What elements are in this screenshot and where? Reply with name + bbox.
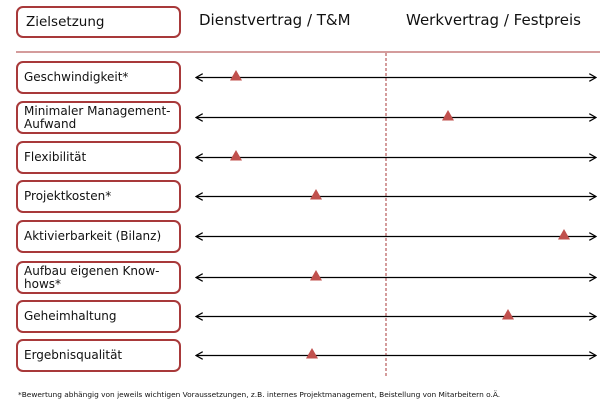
- rating-marker: [442, 110, 454, 121]
- goal-box: Aufbau eigenen Know-hows*: [16, 261, 181, 294]
- goal-header-box: Zielsetzung: [16, 6, 181, 38]
- goal-box: Ergebnisqualität: [16, 339, 181, 372]
- goal-label: Geschwindigkeit*: [24, 70, 129, 84]
- rating-marker: [230, 150, 242, 161]
- rating-marker: [306, 348, 318, 359]
- goal-box: Aktivierbarkeit (Bilanz): [16, 220, 181, 253]
- footnote: *Bewertung abhängig von jeweils wichtige…: [18, 390, 501, 399]
- rating-marker: [310, 270, 322, 281]
- left-column-title: Dienstvertrag / T&M: [199, 11, 351, 29]
- goal-label: Projektkosten*: [24, 189, 112, 203]
- right-column-title: Werkvertrag / Festpreis: [406, 11, 581, 29]
- goal-box: Projektkosten*: [16, 180, 181, 213]
- goal-label: Aktivierbarkeit (Bilanz): [24, 229, 162, 243]
- rating-marker: [558, 229, 570, 240]
- goal-box: Flexibilität: [16, 141, 181, 174]
- goal-box: Geschwindigkeit*: [16, 61, 181, 94]
- goal-label: Flexibilität: [24, 150, 87, 164]
- goal-label: Aufbau eigenen Know-hows*: [24, 263, 160, 291]
- goal-header-label: Zielsetzung: [26, 13, 105, 30]
- goal-label: Ergebnisqualität: [24, 348, 123, 362]
- goal-box: Minimaler Management-Aufwand: [16, 101, 181, 134]
- goal-label: Geheimhaltung: [24, 309, 117, 323]
- goal-box: Geheimhaltung: [16, 300, 181, 333]
- rating-marker: [230, 70, 242, 81]
- rating-marker: [310, 189, 322, 200]
- rating-marker: [502, 309, 514, 320]
- goal-label: Minimaler Management-Aufwand: [24, 103, 171, 131]
